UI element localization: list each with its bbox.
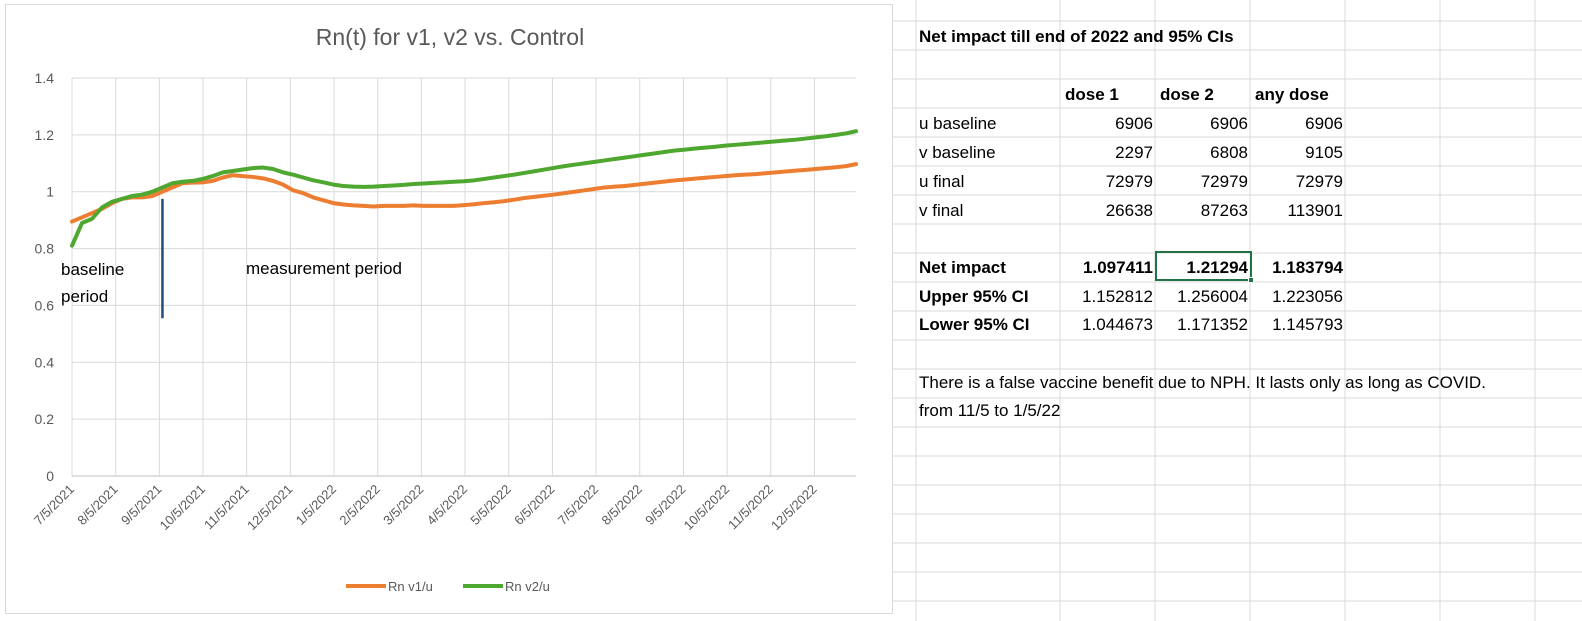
cell-u-baseline-dose-1[interactable]: 6906: [1115, 114, 1153, 133]
cell-u-final-any-dose[interactable]: 72979: [1295, 172, 1343, 191]
annotation-baseline-line-2: period: [61, 287, 108, 306]
legend-label-2: Rn v2/u: [505, 579, 550, 594]
cell-v-baseline-any-dose[interactable]: 9105: [1305, 143, 1343, 162]
y-tick-label: 1: [46, 184, 54, 200]
cell-u-final-dose-1[interactable]: 72979: [1105, 172, 1153, 191]
y-tick-label: 0.4: [35, 354, 55, 370]
cell-u-final-dose-2[interactable]: 72979: [1200, 172, 1248, 191]
column-header-dose-2[interactable]: dose 2: [1160, 85, 1214, 104]
chart-title: Rn(t) for v1, v2 vs. Control: [316, 24, 584, 50]
cell-net-impact-dose-1[interactable]: 1.097411: [1083, 258, 1153, 277]
row-label-v-baseline[interactable]: v baseline: [919, 143, 996, 162]
row-label-upper-ci[interactable]: Upper 95% CI: [919, 287, 1029, 306]
x-tick-label: 2/5/2022: [336, 482, 382, 528]
x-tick-label: 1/5/2022: [293, 482, 339, 528]
table-title[interactable]: Net impact till end of 2022 and 95% CIs: [919, 27, 1234, 46]
chart-area[interactable]: Rn(t) for v1, v2 vs. Control 0 0.2 0.4 0.6 0.…: [5, 4, 893, 614]
series-line-2: [70, 129, 858, 248]
series-line-1: [70, 162, 858, 224]
y-tick-label: 0.2: [35, 411, 55, 427]
cell-u-baseline-any-dose[interactable]: 6906: [1305, 114, 1343, 133]
column-header-any-dose[interactable]: any dose: [1255, 85, 1329, 104]
cell-v-baseline-dose-1[interactable]: 2297: [1115, 143, 1153, 162]
y-tick-label: 0: [46, 468, 54, 484]
x-tick-label: 10/5/2021: [157, 482, 209, 534]
x-tick-label: 4/5/2022: [424, 482, 470, 528]
column-header-dose-1[interactable]: dose 1: [1065, 85, 1119, 104]
cell-v-final-any-dose[interactable]: 113901: [1287, 201, 1343, 220]
cell-net-impact-dose-2[interactable]: 1.21294: [1186, 258, 1248, 277]
x-tick-label: 11/5/2021: [201, 482, 252, 533]
y-tick-label: 1.4: [35, 70, 55, 86]
x-tick-label: 12/5/2022: [768, 482, 820, 534]
x-tick-label: 12/5/2021: [244, 482, 296, 534]
x-tick-label: 6/5/2022: [511, 482, 557, 528]
x-tick-label: 3/5/2022: [380, 482, 426, 528]
note-line-2[interactable]: from 11/5 to 1/5/22: [919, 401, 1061, 420]
cell-net-impact-any-dose[interactable]: 1.183794: [1272, 258, 1343, 277]
x-tick-label: 7/5/2021: [31, 482, 77, 528]
cell-upper-ci-dose-2[interactable]: 1.256004: [1177, 287, 1248, 306]
cell-lower-ci-dose-2[interactable]: 1.171352: [1177, 315, 1248, 334]
y-tick-label: 0.6: [35, 297, 55, 313]
annotation-measurement-period: measurement period: [246, 259, 402, 278]
note-line-1[interactable]: There is a false vaccine benefit due to …: [919, 373, 1486, 392]
row-label-lower-ci[interactable]: Lower 95% CI: [919, 315, 1030, 334]
x-tick-label: 7/5/2022: [555, 482, 601, 528]
row-label-u-baseline[interactable]: u baseline: [919, 114, 997, 133]
row-label-v-final[interactable]: v final: [919, 201, 964, 220]
y-tick-label: 0.8: [35, 241, 55, 257]
cell-v-final-dose-1[interactable]: 26638: [1105, 201, 1153, 220]
active-cell-selection[interactable]: [1155, 251, 1252, 281]
cell-u-baseline-dose-2[interactable]: 6906: [1210, 114, 1248, 133]
line-chart: Rn(t) for v1, v2 vs. Control 0 0.2 0.4 0.6 0.…: [31, 24, 858, 594]
y-tick-label: 1.2: [35, 127, 55, 143]
x-tick-label: 11/5/2022: [725, 482, 776, 533]
cell-v-final-dose-2[interactable]: 87263: [1200, 201, 1248, 220]
x-tick-label: 8/5/2022: [598, 482, 644, 528]
row-label-u-final[interactable]: u final: [919, 172, 965, 191]
row-label-net-impact[interactable]: Net impact: [919, 258, 1006, 277]
legend-label-1: Rn v1/u: [388, 579, 433, 594]
cell-lower-ci-dose-1[interactable]: 1.044673: [1082, 315, 1153, 334]
cell-lower-ci-any-dose[interactable]: 1.145793: [1272, 315, 1343, 334]
x-tick-label: 10/5/2022: [681, 482, 733, 534]
cell-upper-ci-dose-1[interactable]: 1.152812: [1082, 287, 1153, 306]
cell-v-baseline-dose-2[interactable]: 6808: [1210, 143, 1248, 162]
x-tick-label: 5/5/2022: [467, 482, 513, 528]
fill-handle[interactable]: [1248, 277, 1254, 283]
annotation-baseline-line-1: baseline: [61, 260, 124, 279]
x-tick-label: 8/5/2021: [74, 482, 120, 528]
cell-upper-ci-any-dose[interactable]: 1.223056: [1272, 287, 1343, 306]
